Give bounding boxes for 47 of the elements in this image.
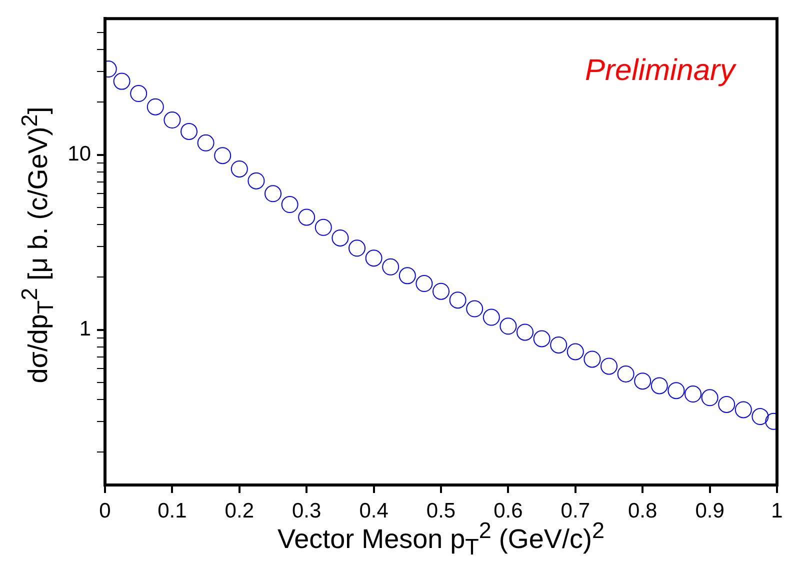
- point: [281, 196, 298, 214]
- point: [332, 229, 349, 246]
- point: [566, 343, 584, 360]
- point: [314, 218, 332, 236]
- point: [600, 358, 618, 375]
- x-tick-label: 0.1: [158, 499, 187, 522]
- point: [248, 172, 265, 190]
- point: [718, 396, 736, 413]
- point: [214, 147, 232, 164]
- point: [298, 208, 316, 226]
- point: [264, 185, 282, 202]
- point: [164, 112, 181, 129]
- point: [482, 308, 500, 326]
- x-tick-label: 0: [99, 499, 111, 522]
- point: [130, 85, 148, 102]
- point: [701, 389, 718, 406]
- annotation: Preliminary: [584, 54, 737, 87]
- point: [230, 160, 248, 178]
- point: [113, 72, 130, 90]
- point: [500, 318, 517, 335]
- point: [617, 365, 634, 382]
- point: [180, 122, 198, 140]
- point: [734, 401, 752, 418]
- point: [382, 258, 400, 276]
- point: [634, 372, 652, 390]
- point: [516, 324, 534, 341]
- point: [365, 250, 382, 267]
- point: [466, 300, 484, 318]
- x-tick-label: 0.8: [628, 499, 658, 522]
- point: [348, 240, 366, 257]
- x-tick-label: 0.9: [695, 499, 724, 522]
- point: [146, 98, 164, 116]
- point: [584, 350, 601, 368]
- point: [398, 267, 416, 284]
- point: [650, 377, 668, 394]
- point: [550, 336, 568, 354]
- point: [752, 408, 769, 426]
- point: [416, 275, 433, 292]
- point: [432, 282, 450, 300]
- y-tick-label: 10: [68, 142, 91, 166]
- x-tick-label: 1: [771, 499, 783, 522]
- point: [684, 386, 702, 403]
- point: [668, 382, 685, 400]
- point: [533, 330, 550, 348]
- x-tick-label: 0.2: [224, 499, 254, 522]
- point: [197, 134, 214, 152]
- point: [449, 292, 466, 309]
